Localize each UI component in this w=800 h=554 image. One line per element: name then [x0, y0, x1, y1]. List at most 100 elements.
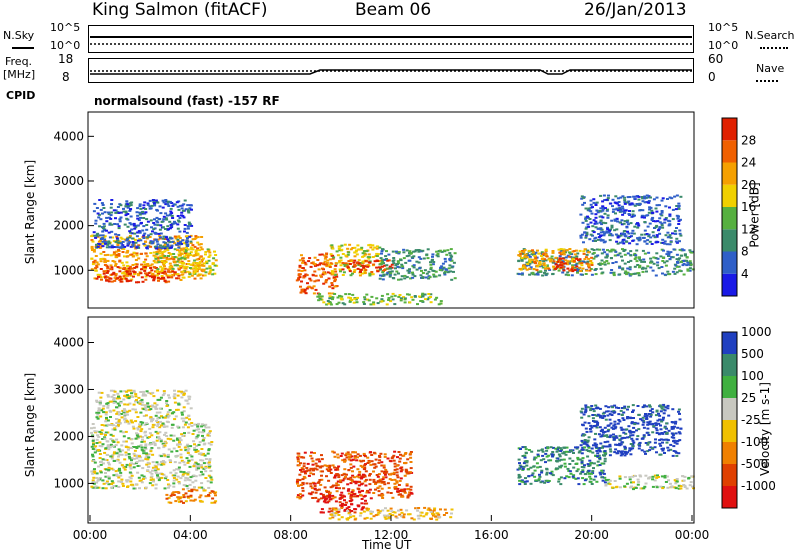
heatmap-cell: [393, 468, 397, 471]
heatmap-cell: [621, 232, 625, 235]
heatmap-cell: [359, 477, 363, 480]
heatmap-cell: [446, 271, 450, 274]
heatmap-cell: [350, 479, 354, 482]
heatmap-cell: [395, 251, 399, 254]
heatmap-cell: [523, 454, 527, 457]
heatmap-cell: [401, 495, 405, 498]
heatmap-cell: [618, 241, 622, 244]
heatmap-cell: [176, 260, 180, 263]
heatmap-cell: [204, 470, 208, 473]
heatmap-cell: [393, 273, 397, 276]
heatmap-cell: [91, 439, 95, 442]
heatmap-cell: [433, 507, 437, 510]
heatmap-cell: [104, 261, 107, 264]
heatmap-cell: [620, 223, 624, 226]
heatmap-cell: [206, 480, 210, 483]
heatmap-cell: [583, 446, 587, 449]
heatmap-cell: [347, 509, 351, 511]
heatmap-cell: [112, 253, 116, 256]
heatmap-cell: [104, 413, 108, 416]
heatmap-cell: [659, 405, 663, 408]
heatmap-cell: [342, 477, 346, 480]
heatmap-cell: [544, 264, 548, 267]
heatmap-cell: [600, 469, 604, 472]
heatmap-cell: [123, 245, 127, 248]
heatmap-cell: [631, 409, 635, 412]
heatmap-cell: [578, 249, 582, 252]
heatmap-cell: [589, 480, 593, 483]
heatmap-cell: [610, 269, 614, 271]
heatmap-cell: [150, 475, 154, 478]
heatmap-cell: [590, 447, 594, 450]
heatmap-cell: [95, 442, 99, 444]
heatmap-cell: [343, 303, 347, 306]
heatmap-cell: [596, 413, 600, 416]
heatmap-cell: [123, 255, 126, 258]
heatmap-cell: [589, 409, 593, 412]
heatmap-cell: [144, 278, 148, 281]
heatmap-cell: [104, 420, 108, 423]
heatmap-cell: [146, 402, 150, 405]
heatmap-cell: [613, 229, 617, 232]
heatmap-cell: [298, 479, 302, 482]
heatmap-cell: [136, 435, 140, 438]
heatmap-cell: [170, 450, 174, 453]
heatmap-cell: [309, 265, 313, 268]
heatmap-cell: [655, 451, 658, 454]
heatmap-cell: [649, 266, 653, 269]
heatmap-cell: [125, 267, 129, 270]
heatmap-cell: [176, 273, 180, 276]
heatmap-cell: [657, 476, 660, 478]
heatmap-cell: [564, 256, 568, 259]
heatmap-cell: [170, 237, 174, 240]
heatmap-cell: [364, 484, 368, 487]
heatmap-cell: [103, 238, 107, 241]
heatmap-cell: [168, 227, 172, 230]
heatmap-cell: [163, 243, 167, 246]
heatmap-cell: [376, 513, 380, 516]
heatmap-cell: [163, 247, 167, 250]
heatmap-cell: [573, 269, 577, 271]
heatmap-cell: [363, 464, 367, 467]
heatmap-cell: [320, 508, 324, 511]
nsky-tick-high: 10^5: [50, 21, 81, 34]
heatmap-cell: [408, 259, 412, 262]
heatmap-cell: [655, 235, 659, 238]
heatmap-cell: [187, 447, 191, 450]
heatmap-cell: [666, 231, 670, 234]
heatmap-cell: [643, 216, 646, 219]
heatmap-cell: [359, 262, 363, 264]
heatmap-cell: [677, 431, 681, 434]
heatmap-cell: [603, 476, 607, 479]
heatmap-cell: [152, 259, 156, 262]
heatmap-cell: [584, 236, 588, 239]
heatmap-cell: [143, 266, 147, 268]
heatmap-cell: [199, 459, 203, 462]
heatmap-cell: [151, 426, 155, 429]
heatmap-cell: [304, 263, 308, 266]
heatmap-cell: [657, 422, 661, 425]
heatmap-cell: [662, 412, 666, 415]
heatmap-cell: [364, 499, 367, 502]
heatmap-cell: [160, 473, 164, 476]
nave-dots: [756, 80, 778, 82]
heatmap-cell: [176, 437, 179, 440]
heatmap-cell: [405, 509, 409, 512]
heatmap-cell: [162, 235, 166, 238]
heatmap-cell: [580, 439, 584, 442]
heatmap-cell: [643, 197, 647, 200]
heatmap-cell: [111, 445, 115, 448]
heatmap-cell: [184, 476, 188, 479]
heatmap-cell: [102, 225, 106, 228]
heatmap-cell: [136, 465, 140, 467]
heatmap-cell: [581, 477, 585, 480]
heatmap-cell: [346, 262, 350, 265]
heatmap-cell: [644, 482, 648, 485]
heatmap-cell: [369, 303, 373, 306]
heatmap-cell: [361, 260, 365, 263]
heatmap-cell: [123, 223, 127, 226]
heatmap-cell: [576, 252, 580, 255]
heatmap-cell: [198, 262, 201, 265]
heatmap-cell: [691, 485, 694, 488]
